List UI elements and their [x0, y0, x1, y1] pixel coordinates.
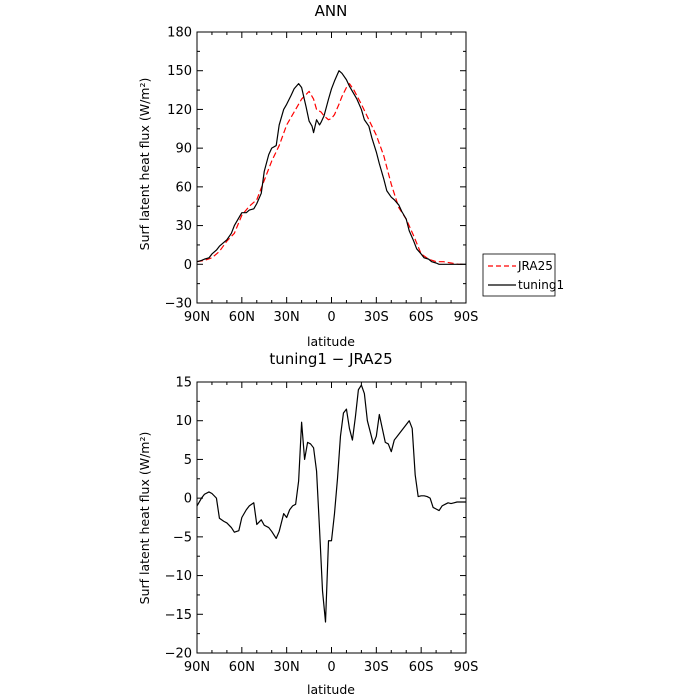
- top-x-tick-label: 30S: [364, 310, 389, 325]
- top-y-tick-label: 180: [167, 26, 192, 41]
- top-x-tick-label: 90S: [454, 310, 479, 325]
- top-y-tick-label: 60: [175, 180, 192, 195]
- top-y-tick-label: 150: [167, 64, 192, 79]
- bottom-chart-x-axis-label: latitude: [307, 682, 355, 697]
- bottom-y-tick-label: −5: [173, 530, 192, 545]
- bottom-x-tick-label: 60S: [409, 660, 434, 675]
- legend-box: [482, 253, 556, 297]
- bottom-y-tick-label: 0: [184, 492, 192, 507]
- top-x-tick-label: 90N: [184, 310, 210, 325]
- top-series-line-jra25: [196, 83, 466, 265]
- bottom-chart-y-axis-label: Surf latent heat flux (W/m²): [137, 432, 152, 605]
- bottom-x-tick-label: 30S: [364, 660, 389, 675]
- top-y-tick-label: 30: [175, 219, 192, 234]
- bottom-chart-series: [196, 384, 466, 623]
- bottom-chart: tuning1 − JRA25 Surf latent heat flux (W…: [137, 350, 478, 697]
- top-x-tick-label: 60N: [229, 310, 255, 325]
- bottom-y-tick-label: −10: [165, 569, 192, 584]
- legend-label-tuning1: tuning1: [518, 278, 564, 292]
- top-y-tick-label: −30: [165, 297, 192, 312]
- top-chart: ANN Surf latent heat flux (W/m²) latitud…: [137, 2, 478, 349]
- top-y-tick-label: 0: [184, 258, 192, 273]
- bottom-series-line-difference: [196, 384, 466, 623]
- legend-label-jra25: JRA25: [517, 259, 553, 273]
- bottom-chart-plot-frame: [196, 381, 467, 654]
- bottom-y-tick-label: −15: [165, 608, 192, 623]
- top-x-tick-label: 30N: [274, 310, 300, 325]
- bottom-x-tick-label: 0: [327, 660, 335, 675]
- top-series-line-tuning1: [196, 70, 466, 265]
- bottom-y-tick-label: 15: [175, 376, 192, 391]
- bottom-chart-ticks: 90N 60N 30N 0 30S 60S 90S −20 −15 −10 −5 0 5 10 15: [165, 376, 479, 676]
- top-chart-series: [196, 70, 466, 265]
- bottom-x-tick-label: 90S: [454, 660, 479, 675]
- top-chart-legend: JRA25 tuning1: [482, 253, 564, 297]
- top-chart-title: ANN: [315, 2, 348, 20]
- bottom-x-tick-label: 90N: [184, 660, 210, 675]
- top-chart-ticks: 90N 60N 30N 0 30S 60S 90S −30 0 30 60 90 120 150 180: [165, 26, 479, 326]
- bottom-y-tick-label: 10: [175, 414, 192, 429]
- top-x-tick-label: 0: [327, 310, 335, 325]
- top-y-tick-label: 90: [175, 142, 192, 157]
- bottom-x-tick-label: 60N: [229, 660, 255, 675]
- bottom-x-tick-label: 30N: [274, 660, 300, 675]
- top-x-tick-label: 60S: [409, 310, 434, 325]
- top-y-tick-label: 120: [167, 103, 192, 118]
- bottom-y-tick-label: 5: [184, 453, 192, 468]
- top-chart-x-axis-label: latitude: [307, 334, 355, 349]
- top-chart-plot-frame: [196, 31, 467, 304]
- top-chart-y-axis-label: Surf latent heat flux (W/m²): [137, 78, 152, 251]
- bottom-y-tick-label: −20: [165, 647, 192, 662]
- bottom-chart-title: tuning1 − JRA25: [269, 350, 392, 368]
